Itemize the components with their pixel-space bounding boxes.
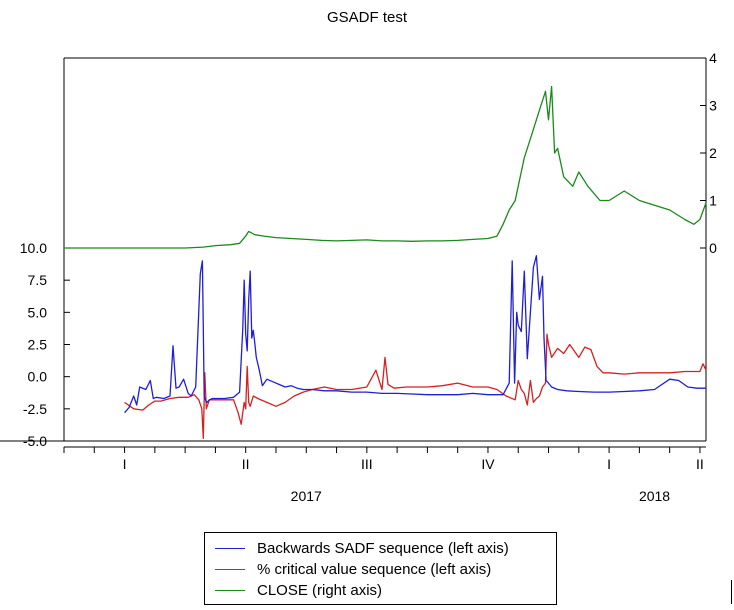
left-axis-tick-label: 5.0 (28, 304, 48, 320)
right-axis-tick-label: 3 (709, 98, 717, 114)
legend-item-sadf: Backwards SADF sequence (left axis) (215, 538, 509, 558)
left-axis-tick-label: 10.0 (20, 240, 47, 256)
legend-label-sadf: Backwards SADF sequence (left axis) (257, 539, 509, 557)
right-axis-tick-label: 0 (709, 240, 717, 256)
left-axis-tick-label: -5.0 (23, 433, 47, 449)
legend-swatch-close (215, 589, 245, 591)
legend-swatch-critical (215, 568, 245, 570)
legend-label-critical: % critical value sequence (left axis) (257, 560, 492, 578)
left-axis-tick-label: -2.5 (23, 401, 47, 417)
series-line-critical-value (124, 333, 707, 440)
series-line-close (64, 85, 707, 249)
x-axis-quarter-label: I (123, 456, 127, 472)
legend-swatch-sadf (215, 547, 245, 549)
series-line-sadf (124, 255, 706, 414)
left-axis-tick-label: 0.0 (28, 369, 48, 385)
right-axis-tick-label: 1 (709, 193, 717, 209)
series-layer (64, 85, 707, 440)
x-axis-quarter-label: I (607, 456, 611, 472)
legend-item-critical: % critical value sequence (left axis) (215, 559, 491, 579)
right-axis-tick-label: 2 (709, 145, 717, 161)
plot-frame (0, 57, 707, 448)
x-axis-quarter-label: IV (481, 456, 495, 472)
x-axis-quarter-label: III (361, 456, 373, 472)
legend-label-close: CLOSE (right axis) (257, 581, 383, 599)
x-axis-quarter-label: II (696, 456, 704, 472)
right-axis: 4 3 2 1 0 (700, 50, 717, 256)
legend-item-close: CLOSE (right axis) (215, 580, 382, 600)
x-axis-year-label: 2018 (639, 488, 670, 504)
left-axis-tick-label: 7.5 (28, 272, 48, 288)
left-axis: 10.0 7.5 5.0 2.5 0.0 -2.5 -5.0 (20, 240, 70, 449)
chart-title: GSADF test (327, 9, 408, 26)
legend: Backwards SADF sequence (left axis) % cr… (204, 532, 557, 605)
x-axis-year-label: 2017 (291, 488, 322, 504)
left-axis-tick-label: 2.5 (28, 337, 48, 353)
x-axis-quarter-label: II (242, 456, 250, 472)
text-cursor (731, 580, 732, 604)
right-axis-tick-label: 4 (709, 50, 717, 66)
